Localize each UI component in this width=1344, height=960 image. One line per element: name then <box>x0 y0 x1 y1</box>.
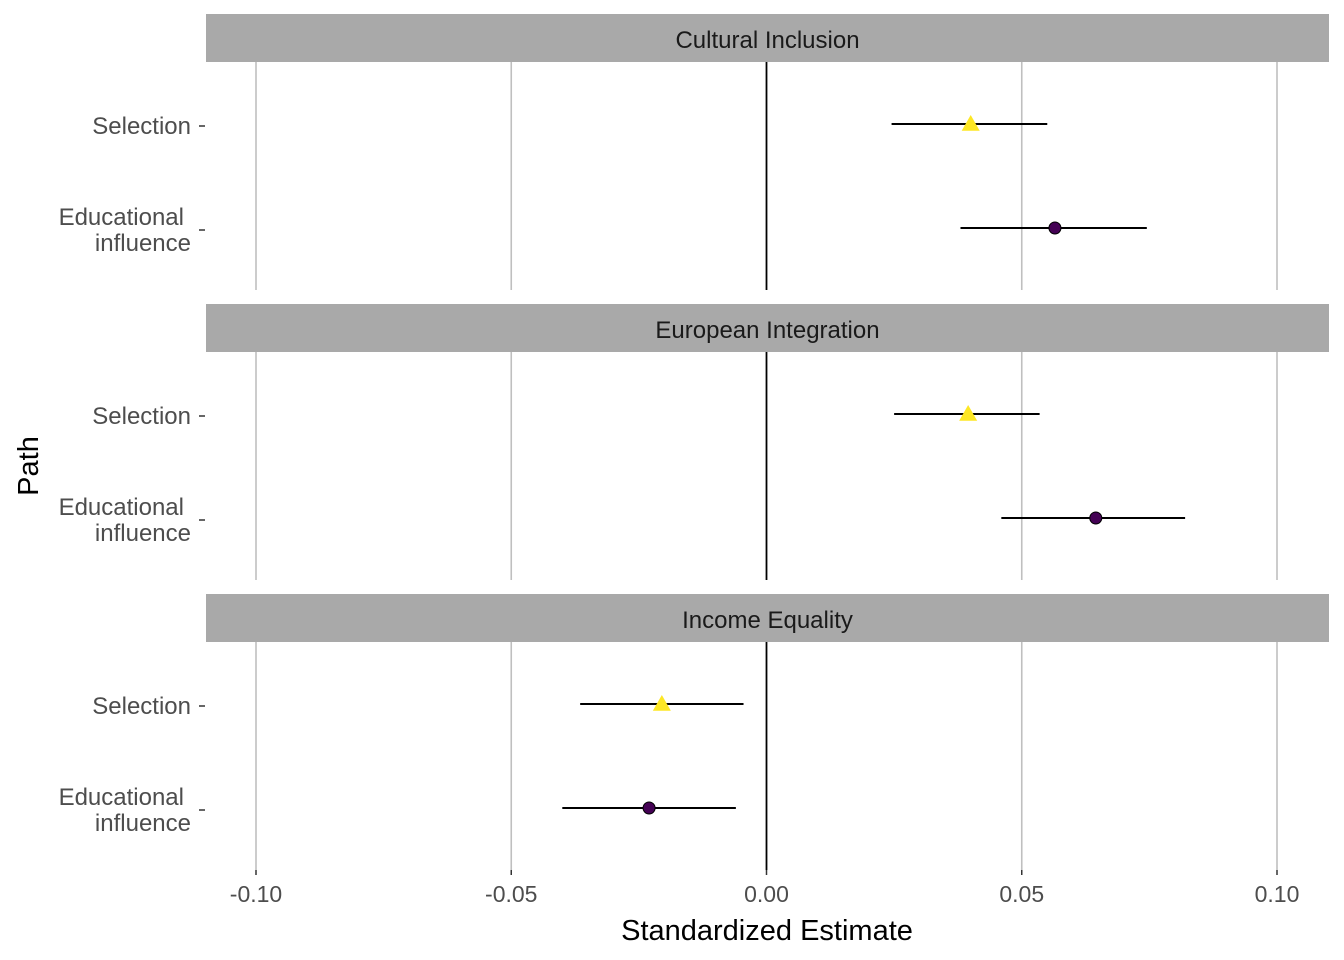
facet-panels: Cultural InclusionSelectionEducationalin… <box>59 14 1329 870</box>
x-axis: -0.10 -0.05 0.00 0.05 0.10 <box>230 870 1300 907</box>
point-estimate-triangle <box>652 695 671 711</box>
facet-panel: European Integration Selection Educational… <box>59 304 1329 580</box>
y-tick-label: influence <box>95 810 191 837</box>
point-estimate-circle <box>1089 511 1103 525</box>
y-tick-label: Selection <box>92 113 191 140</box>
point-estimate-circle <box>1048 221 1062 235</box>
x-tick-label: -0.10 <box>230 881 282 907</box>
point-estimate-triangle <box>961 115 980 131</box>
y-tick-label: influence <box>95 520 191 547</box>
y-tick-label: influence <box>95 230 191 257</box>
point-estimate-triangle <box>959 405 978 421</box>
x-tick-label: 0.05 <box>999 881 1044 907</box>
facet-strip <box>206 14 1329 62</box>
facet-strip <box>206 304 1329 352</box>
facet-panel: Income Equality Selection Educationalinflu… <box>59 594 1329 870</box>
facet-title: Income Equality <box>682 607 853 634</box>
x-axis-title: Standardized Estimate <box>621 915 913 947</box>
y-tick-label: Selection <box>92 693 191 720</box>
facet-title: Cultural Inclusion <box>675 27 859 54</box>
point-estimate-circle <box>642 801 656 815</box>
facet-panel: Cultural Inclusion Selection Educationalin… <box>59 14 1329 290</box>
facet-strip <box>206 594 1329 642</box>
x-tick-label: 0.00 <box>744 881 789 907</box>
y-tick-label: Educational <box>59 204 184 231</box>
facet-title: European Integration <box>655 317 879 344</box>
y-tick-label: Educational <box>59 494 184 521</box>
y-tick-label: Selection <box>92 403 191 430</box>
y-tick-label: Educational <box>59 784 184 811</box>
x-tick-label: -0.05 <box>485 881 537 907</box>
x-tick-label: 0.10 <box>1255 881 1300 907</box>
y-axis-title: Path <box>13 436 45 496</box>
